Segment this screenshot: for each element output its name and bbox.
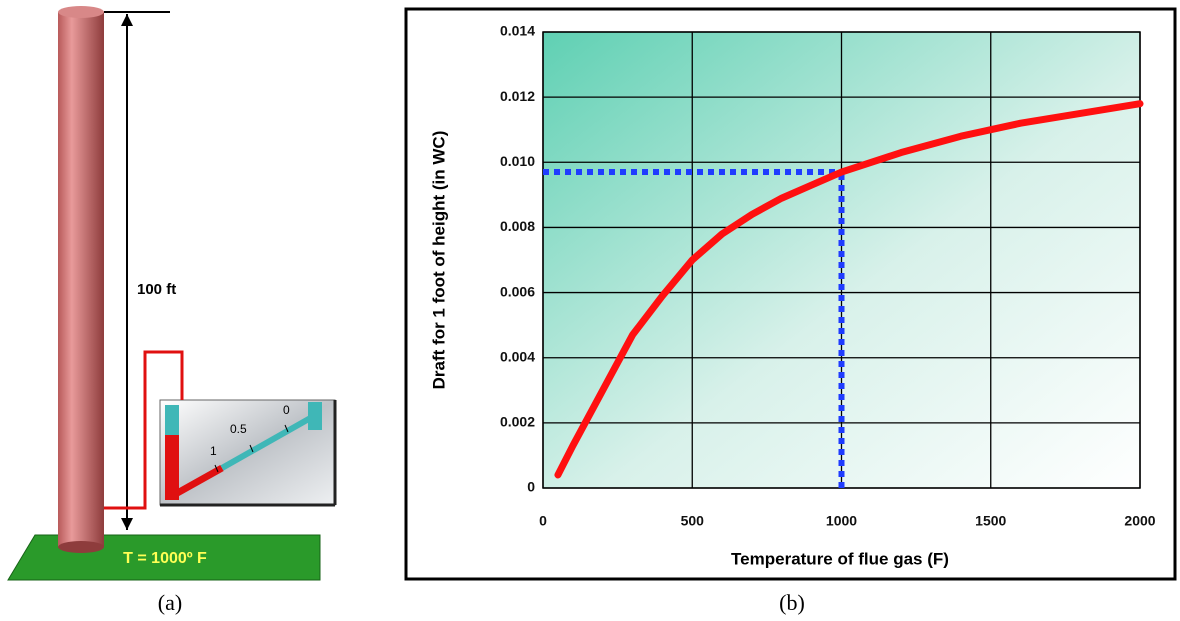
arrow-head [121, 14, 133, 26]
y-tick-label: 0.006 [500, 283, 535, 299]
reservoir [308, 402, 322, 430]
scale-label: 0.5 [230, 422, 247, 436]
x-tick-label: 0 [539, 513, 547, 529]
y-axis-label: Draft for 1 foot of height (in WC) [429, 131, 448, 390]
temperature-label: T = 1000º F [123, 550, 207, 567]
x-tick-label: 1500 [975, 513, 1006, 529]
y-tick-label: 0.002 [500, 414, 535, 430]
manometer-leg-top [165, 405, 179, 435]
chimney-diagram: 100 ft T = 1000º F 1 0.5 0 [8, 6, 335, 580]
scale-label: 0 [283, 403, 290, 417]
arrow-head [121, 518, 133, 530]
y-tick-label: 0.010 [500, 153, 535, 169]
x-tick-label: 500 [681, 513, 705, 529]
caption: (b) [779, 590, 805, 615]
caption: (a) [158, 590, 182, 615]
height-label: 100 ft [137, 281, 176, 298]
figure: 100 ft T = 1000º F 1 0.5 0 (a) (b) 0 0.00… [0, 0, 1180, 621]
y-tick-label: 0 [527, 479, 535, 495]
x-tick-label: 1000 [826, 513, 857, 529]
y-tick-label: 0.008 [500, 218, 535, 234]
x-tick-label: 2000 [1124, 513, 1155, 529]
chimney [58, 12, 104, 547]
chimney-top [58, 6, 104, 18]
x-axis-label: Temperature of flue gas (F) [731, 549, 949, 568]
y-tick-label: 0.014 [500, 23, 535, 39]
y-tick-label: 0.012 [500, 88, 535, 104]
scale-label: 1 [210, 444, 217, 458]
chimney-base [58, 541, 104, 553]
y-tick-label: 0.004 [500, 348, 535, 364]
